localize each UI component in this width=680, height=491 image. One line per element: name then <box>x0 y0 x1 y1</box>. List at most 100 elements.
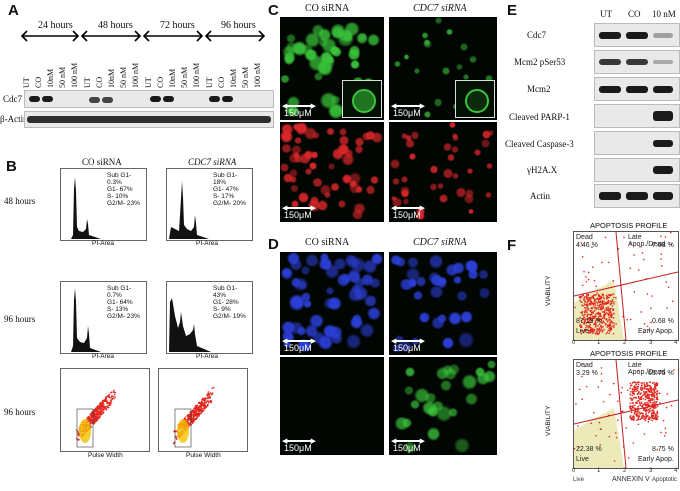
apoptosis-dot <box>649 407 651 410</box>
apoptosis-dot <box>584 309 587 312</box>
apoptosis-dot <box>632 388 635 390</box>
cell <box>448 312 462 325</box>
apoptosis-dot <box>651 403 653 406</box>
cell <box>322 297 337 310</box>
scale-bar: ◀ ▶ 150μM <box>282 438 316 453</box>
apoptosis-dot <box>580 296 583 298</box>
scatter-dot <box>93 417 96 419</box>
cell <box>394 61 402 68</box>
scatter-dot <box>191 411 193 414</box>
apoptosis-dot <box>601 326 603 329</box>
apoptosis-dot <box>583 311 586 314</box>
apoptosis-dot <box>616 400 619 402</box>
cell <box>399 339 413 353</box>
apoptosis-dot <box>648 394 650 396</box>
apoptosis-dot <box>587 308 589 311</box>
panel-label-f: F <box>507 237 517 254</box>
scatter-dot <box>107 406 110 409</box>
scatter-co-plot <box>75 389 117 448</box>
apoptosis-dot <box>650 391 652 393</box>
apoptosis-dot <box>604 302 607 304</box>
apoptosis-dot <box>656 412 659 415</box>
apoptosis-dot <box>586 305 589 307</box>
scatter-dot <box>105 405 107 408</box>
apoptosis-dot <box>588 322 591 324</box>
apoptosis-dot <box>637 399 640 402</box>
scatter-dot <box>196 413 199 416</box>
apoptosis-dot <box>595 434 597 437</box>
micrograph-cdc7-green: ◀ ▶ 150μM <box>389 17 497 120</box>
apoptosis-dot <box>580 242 583 244</box>
scatter-dot <box>101 410 104 413</box>
cell <box>356 33 369 45</box>
e-row-label: Cleaved PARP-1 <box>509 112 570 122</box>
apoptosis-dot <box>631 394 634 397</box>
apoptosis-dot <box>633 404 636 407</box>
live-region <box>574 408 624 468</box>
cell <box>319 183 332 196</box>
cell <box>309 313 325 329</box>
scatter-dot <box>184 416 187 418</box>
scatter-dot <box>108 403 110 405</box>
apoptosis-dot <box>589 310 592 313</box>
apoptosis-dot <box>594 316 596 319</box>
cell <box>474 149 481 156</box>
apoptosis-dot <box>597 325 599 327</box>
apoptosis-dot <box>637 412 639 414</box>
histogram-48h-co: Sub G1- 0.3% G1- 67% S- 10% G2/M- 23% <box>60 168 147 241</box>
scatter-dot <box>206 394 209 396</box>
scatter-dot <box>77 433 79 436</box>
apoptosis-dot <box>601 301 604 304</box>
apoptosis-dot <box>605 294 608 297</box>
tick: 0 <box>572 340 576 346</box>
cell <box>443 168 454 179</box>
apoptosis-dot <box>663 434 666 437</box>
apoptosis-dot <box>606 326 608 328</box>
apoptosis-dot <box>609 308 612 310</box>
scatter-dot <box>188 416 190 418</box>
apoptosis-dot <box>603 321 605 324</box>
apoptosis-dot <box>598 294 601 297</box>
scatter-dot <box>98 407 100 410</box>
cell <box>347 287 363 302</box>
cell <box>455 63 463 71</box>
cell <box>487 359 497 370</box>
blot-e-actin <box>594 184 680 208</box>
apoptosis-dot <box>584 328 587 331</box>
cell <box>352 313 363 324</box>
apoptosis-dot <box>639 398 641 401</box>
cell <box>281 320 296 334</box>
cell <box>442 143 452 152</box>
apoptosis-dot <box>597 317 600 320</box>
apoptosis-dot <box>597 329 600 331</box>
apoptosis-dot <box>636 389 639 392</box>
apoptosis-dot <box>626 318 629 321</box>
cell <box>423 392 437 404</box>
e-row-label: Mcm2 <box>527 84 551 94</box>
apoptosis-dot <box>631 392 634 394</box>
apoptosis-dot <box>597 300 600 303</box>
apoptosis-dot <box>601 311 604 313</box>
apoptosis-plot-2-dots <box>573 359 679 469</box>
apoptosis-dot <box>614 296 617 299</box>
scatter-dot <box>186 418 189 420</box>
apoptosis-dot <box>595 301 598 303</box>
apoptosis-dot <box>658 392 661 395</box>
cell <box>403 385 414 395</box>
apoptosis-dot <box>643 433 646 435</box>
cell <box>479 287 491 300</box>
cell <box>348 182 361 195</box>
apoptosis-dot <box>594 302 596 304</box>
apoptosis-dot <box>587 327 590 329</box>
lane-label: 10nM <box>46 68 55 88</box>
apoptosis-dot <box>612 317 615 319</box>
apoptosis-dot <box>603 298 605 300</box>
scatter-dot <box>88 415 90 418</box>
cell <box>359 323 375 339</box>
inset-cell <box>352 89 376 113</box>
cell <box>437 183 444 190</box>
q-early: Early Apop. <box>638 456 674 463</box>
cell <box>298 281 308 289</box>
apoptosis-dot <box>586 318 588 321</box>
apoptosis-dot <box>605 307 608 310</box>
